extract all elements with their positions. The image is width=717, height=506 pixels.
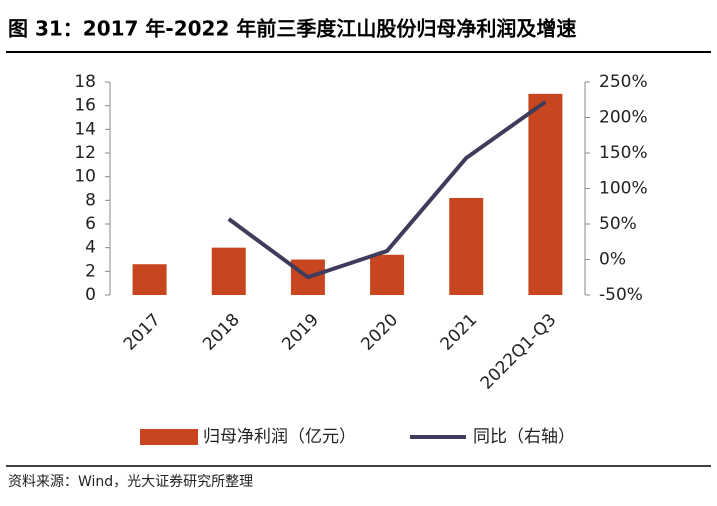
legend-label: 同比（右轴） — [473, 427, 575, 447]
chart-title: 图 31：2017 年-2022 年前三季度江山股份归母净利润及增速 — [8, 17, 576, 41]
y2-tick-label: 250% — [599, 72, 648, 92]
bar — [449, 197, 484, 295]
x-tick-label: 2022Q1-Q3 — [477, 310, 561, 394]
bar — [132, 264, 167, 295]
y2-tick-label: 200% — [599, 108, 648, 128]
y-tick-label: 14 — [74, 119, 96, 139]
y-tick-label: 2 — [85, 261, 96, 281]
y-tick-label: 6 — [85, 214, 96, 234]
x-tick-label: 2021 — [437, 310, 482, 355]
y-tick-label: 8 — [85, 190, 96, 210]
source-note: 资料来源：Wind，光大证券研究所整理 — [8, 474, 253, 490]
y2-tick-label: -50% — [599, 285, 643, 305]
y-tick-label: 16 — [74, 96, 96, 116]
bar — [528, 93, 563, 295]
x-tick-label: 2017 — [120, 310, 165, 355]
y-tick-label: 18 — [74, 72, 96, 92]
y2-tick-label: 50% — [599, 214, 637, 234]
x-tick-label: 2019 — [278, 310, 323, 355]
bar — [211, 247, 246, 295]
y-tick-label: 0 — [85, 285, 96, 305]
x-tick-label: 2018 — [199, 310, 244, 355]
y-tick-label: 4 — [85, 238, 96, 258]
legend-swatch — [140, 429, 198, 445]
legend-label: 归母净利润（亿元） — [203, 427, 356, 447]
y2-tick-label: 150% — [599, 143, 648, 163]
x-tick-label: 2020 — [357, 310, 402, 355]
line — [227, 100, 547, 280]
y-tick-label: 10 — [74, 167, 96, 187]
bar — [370, 254, 405, 295]
y2-tick-label: 0% — [599, 250, 626, 270]
y-tick-label: 12 — [74, 143, 96, 163]
y2-tick-label: 100% — [599, 179, 648, 199]
